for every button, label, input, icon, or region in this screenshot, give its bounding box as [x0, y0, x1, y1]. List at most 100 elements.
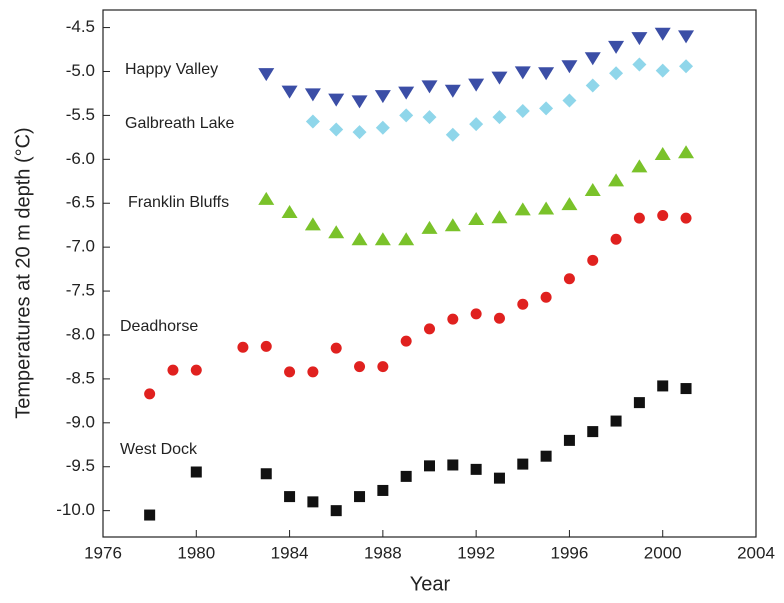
point [608, 173, 625, 187]
x-tick-label: 1984 [271, 543, 309, 562]
point [654, 147, 671, 161]
point [655, 63, 670, 78]
series-label: Galbreath Lake [125, 115, 235, 132]
series-label: Happy Valley [125, 61, 218, 78]
y-tick-label: -6.5 [66, 193, 95, 212]
point [493, 312, 505, 324]
y-tick-label: -9.0 [66, 412, 95, 431]
point [421, 80, 438, 94]
point [514, 66, 531, 80]
point [561, 60, 578, 74]
point [540, 291, 552, 303]
point [328, 225, 345, 239]
point [610, 233, 622, 245]
point [304, 88, 321, 102]
point [400, 470, 412, 482]
series-label: Deadhorse [120, 318, 198, 335]
point [539, 101, 554, 116]
y-tick-label: -8.0 [66, 324, 95, 343]
point [400, 335, 412, 347]
point [517, 298, 529, 310]
point [561, 197, 578, 211]
point [260, 468, 272, 480]
x-tick-label: 2000 [644, 543, 682, 562]
point [469, 117, 484, 132]
point [633, 397, 645, 409]
point [328, 93, 345, 107]
point [447, 313, 459, 325]
point [610, 415, 622, 427]
y-axis-title: Temperatures at 20 m depth (°C) [12, 127, 34, 418]
y-tick-label: -4.5 [66, 17, 95, 36]
series-label: West Dock [120, 441, 198, 458]
point [351, 95, 368, 109]
x-tick-label: 1988 [364, 543, 402, 562]
point [587, 426, 599, 438]
x-tick-label: 1976 [84, 543, 122, 562]
y-tick-label: -9.5 [66, 456, 95, 475]
point [468, 212, 485, 226]
point [424, 460, 435, 472]
point [398, 232, 415, 246]
point [284, 366, 296, 378]
point [538, 67, 555, 81]
point [491, 71, 508, 85]
point [354, 491, 366, 503]
y-tick-label: -5.5 [66, 105, 95, 124]
point [447, 459, 459, 471]
point [584, 183, 601, 197]
point [470, 463, 482, 475]
point [281, 205, 298, 219]
point [563, 434, 575, 446]
point [258, 68, 275, 82]
point [444, 218, 461, 232]
x-tick-label: 2004 [737, 543, 775, 562]
point [330, 342, 342, 354]
point [584, 52, 601, 66]
point [374, 90, 391, 104]
point [514, 202, 531, 216]
point [375, 120, 390, 135]
point [608, 40, 625, 54]
point [609, 66, 624, 81]
point [491, 210, 508, 224]
point [398, 86, 415, 100]
point [587, 254, 599, 266]
y-tick-label: -5.0 [66, 61, 95, 80]
point [330, 505, 342, 517]
x-tick-label: 1992 [457, 543, 495, 562]
y-tick-label: -6.0 [66, 149, 95, 168]
point [354, 361, 366, 373]
point [307, 366, 319, 378]
y-tick-label: -10.0 [56, 500, 95, 519]
point [563, 273, 575, 285]
point [654, 27, 671, 41]
point [190, 364, 202, 376]
point [657, 380, 669, 392]
point [445, 127, 460, 142]
point [680, 383, 692, 395]
point [377, 484, 389, 496]
point [631, 159, 648, 173]
point [421, 220, 438, 234]
point [585, 78, 600, 93]
point [633, 212, 645, 224]
point [422, 110, 437, 125]
point [144, 388, 156, 400]
point [190, 466, 202, 478]
point [678, 30, 695, 44]
point [351, 232, 368, 246]
point [493, 472, 505, 484]
point [304, 217, 321, 231]
point [540, 450, 552, 462]
point [237, 341, 249, 353]
point [377, 361, 389, 373]
x-axis-title: Year [410, 573, 451, 595]
point [444, 84, 461, 98]
point [679, 59, 694, 74]
y-tick-label: -7.5 [66, 281, 95, 300]
point [307, 496, 319, 508]
x-tick-label: 1980 [177, 543, 215, 562]
y-tick-label: -7.0 [66, 237, 95, 256]
